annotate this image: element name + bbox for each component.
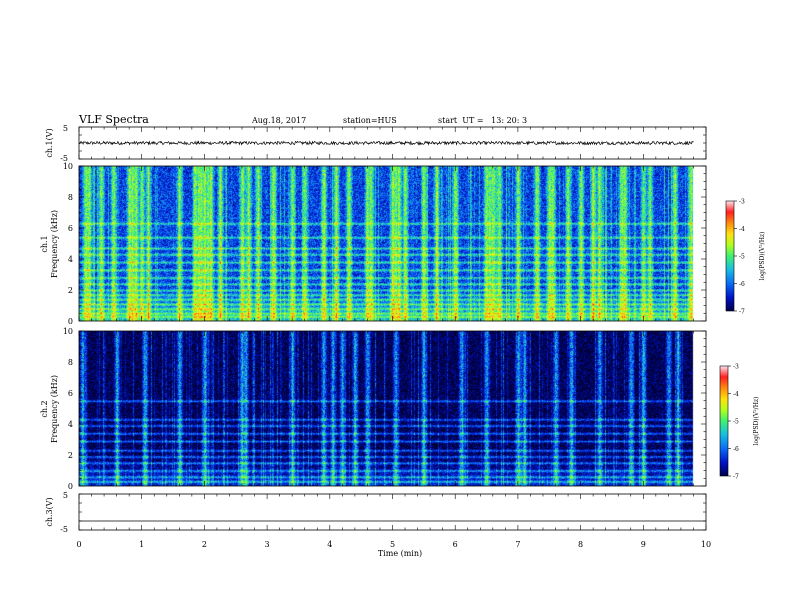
spectrogram-ch2-image-holder xyxy=(79,331,706,486)
spectrogram-ch1-ylabel: Frequency (kHz) xyxy=(50,210,59,278)
colorbar-tick-label: -7 xyxy=(733,474,739,481)
freq-tick-label: 8 xyxy=(68,358,73,367)
date-label: Aug.18, 2017 xyxy=(251,116,306,125)
x-tick-label: 1 xyxy=(139,540,144,549)
x-tick-label: 6 xyxy=(453,540,458,549)
x-tick-label: 2 xyxy=(202,540,207,549)
spectrogram-ch2-ticks xyxy=(78,331,707,486)
waveform-ch1-ticks xyxy=(78,126,707,160)
spectrogram-ch1-ylabel-top: ch.1 xyxy=(40,235,49,252)
colorbar-ch2-label: log(PSD)(V²/Hz) xyxy=(753,397,760,446)
freq-tick-label: 4 xyxy=(68,420,73,429)
colorbar-ch1 xyxy=(725,200,735,312)
spectrogram-ch1-image xyxy=(79,166,706,321)
colorbar-tick-label: -4 xyxy=(733,391,739,398)
spectrogram-ch2-yticks: 0 2 4 6 8 10 xyxy=(63,327,706,491)
colorbar-tick-label: -4 xyxy=(739,226,745,233)
spectrogram-ch2-image xyxy=(79,331,706,486)
x-tick-labels: 0 1 2 3 4 5 6 7 8 9 10 xyxy=(76,540,711,549)
waveform-ch1-ylabel: ch.1(V) xyxy=(45,128,54,157)
freq-tick-label: 6 xyxy=(68,389,73,398)
colorbar-ch2 xyxy=(719,365,729,477)
spectrogram-ch1-yticks: 0 2 4 6 8 10 xyxy=(63,162,706,326)
freq-tick-label: 4 xyxy=(68,255,73,264)
waveform-ch1-ytick-top: 5 xyxy=(63,124,68,133)
x-tick-label: 5 xyxy=(390,540,395,549)
spectrogram-ch2-ylabel: Frequency (kHz) xyxy=(50,375,59,443)
x-tick-label: 4 xyxy=(327,540,332,549)
freq-tick-label: 2 xyxy=(68,286,73,295)
freq-tick-label: 2 xyxy=(68,451,73,460)
colorbar-ch1-label: log(PSD)(V²/Hz) xyxy=(759,232,766,281)
waveform-ch1-trace xyxy=(78,140,694,146)
x-tick-label: 3 xyxy=(265,540,270,549)
figure-title: VLF Spectra xyxy=(78,113,149,126)
waveform-ch1-panel: 5 -5 ch.1(V) xyxy=(45,124,707,163)
colorbar-tick-label: -6 xyxy=(739,281,745,288)
waveform-ch1-ytick-bottom: -5 xyxy=(60,154,68,163)
station-label: station=HUS xyxy=(343,116,397,125)
spectrogram-ch1-image-holder xyxy=(79,166,706,321)
waveform-ch3-frame xyxy=(78,493,707,531)
freq-tick-label: 0 xyxy=(68,317,73,326)
waveform-ch3-panel: 5 -5 ch.3(V) xyxy=(45,491,707,534)
waveform-ch3-ytick-top: 5 xyxy=(63,491,68,500)
start-time-label: start UT = 13: 20: 3 xyxy=(438,116,527,125)
colorbar-ch1-ticks: -3 -4 -5 -6 -7 xyxy=(734,199,745,316)
waveform-ch3-ylabel: ch.3(V) xyxy=(45,497,54,526)
colorbar-tick-label: -3 xyxy=(739,199,745,206)
colorbar-ch2-ticks: -3 -4 -5 -6 -7 xyxy=(728,364,739,481)
x-tick-label: 0 xyxy=(76,540,81,549)
freq-tick-label: 0 xyxy=(68,482,73,491)
waveform-ch3-ticks xyxy=(78,493,707,531)
colorbar-tick-label: -5 xyxy=(739,254,745,261)
colorbar-tick-label: -7 xyxy=(739,309,745,316)
x-tick-label: 9 xyxy=(641,540,646,549)
waveform-ch3-ytick-bottom: -5 xyxy=(60,525,68,534)
colorbar-tick-label: -6 xyxy=(733,446,739,453)
freq-tick-label: 10 xyxy=(63,162,73,171)
freq-tick-label: 6 xyxy=(68,224,73,233)
spectrogram-ch1-ticks xyxy=(78,166,707,321)
x-tick-label: 10 xyxy=(701,540,711,549)
freq-tick-label: 8 xyxy=(68,193,73,202)
colorbar-tick-label: -3 xyxy=(733,364,739,371)
x-axis-label: Time (min) xyxy=(378,549,422,558)
x-tick-label: 7 xyxy=(515,540,520,549)
colorbar-tick-label: -5 xyxy=(733,419,739,426)
freq-tick-label: 10 xyxy=(63,327,73,336)
spectrogram-ch2-ylabel-top: ch.2 xyxy=(40,400,49,417)
x-tick-label: 8 xyxy=(578,540,583,549)
